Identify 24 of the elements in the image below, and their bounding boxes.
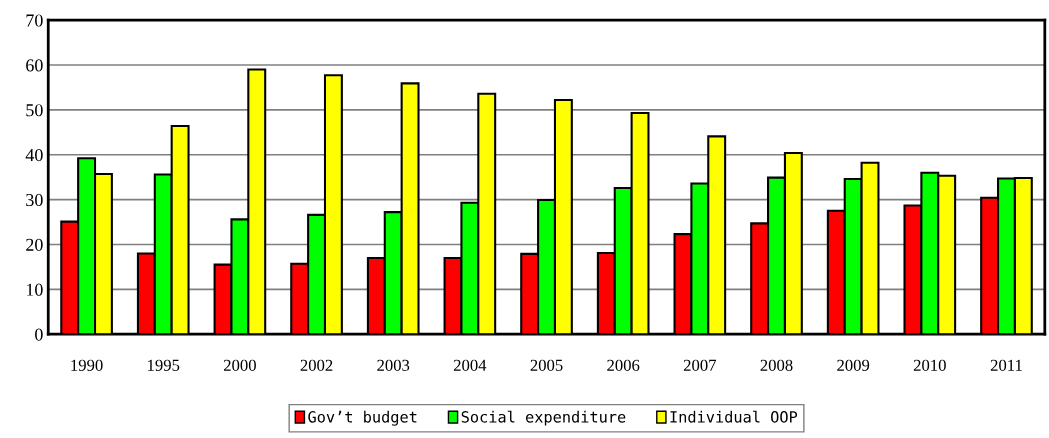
y-tick-label: 30 [26, 193, 43, 207]
legend-label: Social expenditure [461, 410, 626, 426]
x-tick-label: 2007 [683, 359, 717, 371]
y-tick-label: 0 [35, 328, 43, 341]
legend-label: Individual OOP [670, 410, 798, 423]
x-tick-label: 2005 [530, 359, 563, 371]
y-tick-label: 20 [26, 238, 43, 251]
x-tick-label: 2008 [760, 359, 793, 371]
x-tick-label: 2004 [453, 359, 487, 371]
x-tick-label: 1995 [148, 359, 180, 371]
legend-label: Gov’t budget [308, 410, 417, 426]
x-tick-label: 2003 [377, 359, 410, 371]
y-tick-label: 10 [26, 283, 43, 296]
y-tick-label: 50 [26, 104, 43, 117]
x-tick-label: 2010 [913, 359, 946, 371]
y-tick-label: 40 [25, 149, 43, 162]
y-tick-label: 70 [26, 14, 43, 27]
x-tick-label: 2000 [223, 359, 256, 371]
x-tick-label: 1990 [71, 359, 103, 371]
x-tick-label: 2002 [300, 359, 333, 371]
x-tick-label: 2006 [607, 359, 640, 371]
y-tick-label: 60 [26, 59, 43, 72]
x-tick-label: 2009 [837, 359, 870, 371]
x-tick-label: 2011 [990, 359, 1022, 371]
